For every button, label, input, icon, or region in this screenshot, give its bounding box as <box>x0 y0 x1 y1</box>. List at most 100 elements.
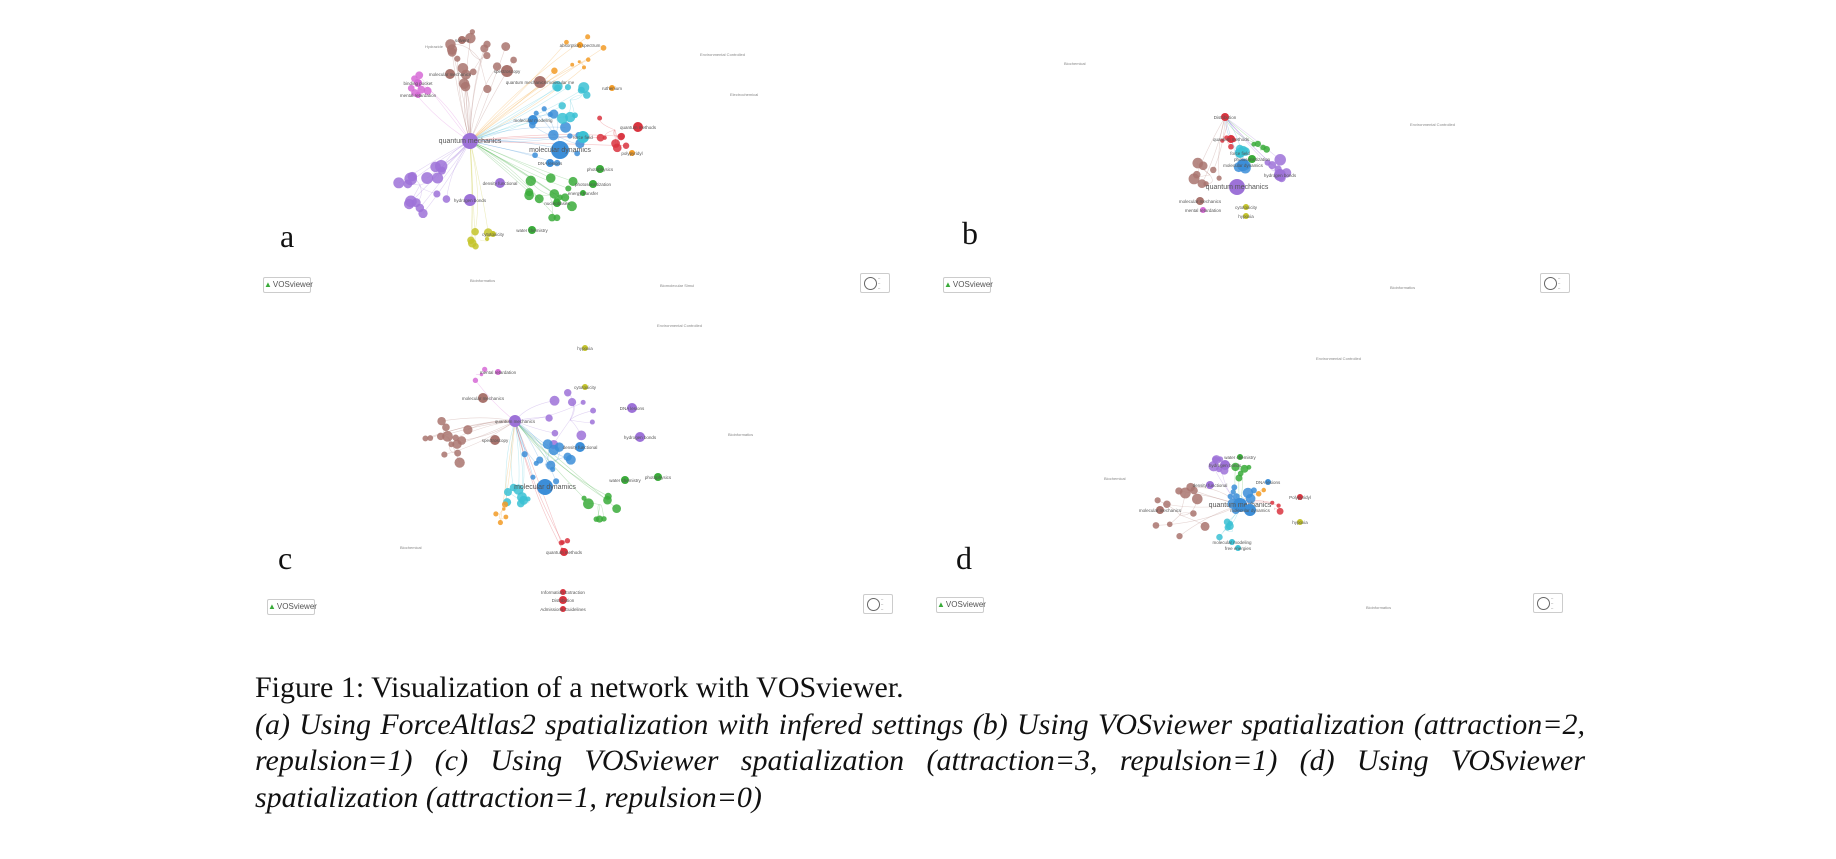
network-node[interactable] <box>503 514 509 520</box>
network-node[interactable] <box>570 62 575 67</box>
network-node[interactable] <box>1274 154 1286 166</box>
network-node[interactable] <box>502 507 506 511</box>
network-node[interactable] <box>1230 489 1236 495</box>
network-node[interactable] <box>393 177 405 189</box>
network-node[interactable] <box>1263 146 1270 153</box>
network-node[interactable] <box>478 393 488 403</box>
network-node[interactable] <box>621 476 629 484</box>
network-node[interactable] <box>1276 503 1281 508</box>
network-node[interactable] <box>404 172 418 186</box>
network-node[interactable] <box>564 84 572 91</box>
network-node[interactable] <box>482 366 488 372</box>
network-node[interactable] <box>427 435 434 441</box>
network-node[interactable] <box>490 231 496 237</box>
network-node[interactable] <box>575 442 585 452</box>
network-node[interactable] <box>580 190 586 196</box>
network-node[interactable] <box>585 34 591 40</box>
network-node[interactable] <box>602 135 607 140</box>
network-node[interactable] <box>1237 470 1244 477</box>
network-node[interactable] <box>492 62 502 71</box>
network-node[interactable] <box>480 44 489 53</box>
network-node[interactable] <box>442 431 453 442</box>
network-node[interactable] <box>1237 159 1249 171</box>
network-node[interactable] <box>546 460 556 470</box>
network-node[interactable] <box>462 133 478 149</box>
network-node[interactable] <box>577 131 589 143</box>
network-node[interactable] <box>582 65 587 70</box>
network-node[interactable] <box>576 430 587 441</box>
network-node[interactable] <box>553 159 561 167</box>
network-node[interactable] <box>1186 482 1195 492</box>
network-node[interactable] <box>551 67 558 74</box>
network-node[interactable] <box>536 456 544 464</box>
network-node[interactable] <box>609 85 615 91</box>
network-node[interactable] <box>471 228 479 236</box>
network-node[interactable] <box>533 110 539 116</box>
network-node[interactable] <box>1297 519 1303 525</box>
network-node[interactable] <box>1152 522 1160 529</box>
network-node[interactable] <box>417 85 426 94</box>
network-node[interactable] <box>560 121 571 133</box>
network-node[interactable] <box>548 444 560 456</box>
network-node[interactable] <box>467 238 477 248</box>
network-node[interactable] <box>495 369 501 375</box>
network-node[interactable] <box>1229 539 1235 545</box>
zoom-control[interactable]: – – – <box>1533 593 1563 613</box>
network-node[interactable] <box>560 193 570 202</box>
network-node[interactable] <box>452 439 462 449</box>
network-node[interactable] <box>612 143 622 153</box>
network-node[interactable] <box>1233 498 1247 512</box>
network-node[interactable] <box>521 451 528 458</box>
network-node[interactable] <box>525 175 537 187</box>
network-node[interactable] <box>572 112 578 119</box>
network-node[interactable] <box>510 56 517 64</box>
network-node[interactable] <box>1270 500 1275 505</box>
network-node[interactable] <box>464 194 476 206</box>
network-node[interactable] <box>551 141 569 159</box>
network-node[interactable] <box>530 474 536 480</box>
network-node[interactable] <box>577 60 581 64</box>
network-node[interactable] <box>622 142 630 149</box>
network-node[interactable] <box>635 432 645 442</box>
network-node[interactable] <box>557 194 563 201</box>
network-node[interactable] <box>501 65 513 77</box>
network-node[interactable] <box>548 129 559 141</box>
network-node[interactable] <box>564 538 571 544</box>
network-node[interactable] <box>423 86 432 95</box>
network-node[interactable] <box>509 415 521 427</box>
network-node[interactable] <box>618 132 626 140</box>
network-node[interactable] <box>454 457 465 468</box>
vosviewer-badge[interactable]: ▲VOSviewer <box>263 277 313 293</box>
network-node[interactable] <box>442 423 450 432</box>
network-node[interactable] <box>421 172 434 184</box>
network-node[interactable] <box>1235 545 1241 551</box>
network-node[interactable] <box>1216 533 1223 541</box>
network-node[interactable] <box>414 79 422 87</box>
network-node[interactable] <box>528 226 536 234</box>
network-node[interactable] <box>1228 143 1234 150</box>
network-node[interactable] <box>1240 464 1249 473</box>
network-node[interactable] <box>1254 140 1261 147</box>
network-node[interactable] <box>574 150 581 157</box>
network-node[interactable] <box>565 185 572 192</box>
network-node[interactable] <box>603 495 612 505</box>
network-node[interactable] <box>596 515 604 523</box>
network-node[interactable] <box>422 435 429 442</box>
network-node[interactable] <box>503 488 512 497</box>
network-node[interactable] <box>596 133 605 142</box>
network-node[interactable] <box>458 78 470 89</box>
network-node[interactable] <box>532 152 538 159</box>
network-node[interactable] <box>560 589 566 595</box>
network-node[interactable] <box>534 194 544 204</box>
network-node[interactable] <box>497 519 504 526</box>
network-node[interactable] <box>1227 520 1233 527</box>
network-node[interactable] <box>1227 135 1235 143</box>
network-node[interactable] <box>1245 493 1256 504</box>
network-node[interactable] <box>1276 507 1284 515</box>
network-node[interactable] <box>551 429 559 437</box>
network-node[interactable] <box>479 372 484 377</box>
network-node[interactable] <box>633 122 643 132</box>
network-node[interactable] <box>493 511 499 517</box>
network-node[interactable] <box>415 203 425 213</box>
network-node[interactable] <box>537 479 553 495</box>
